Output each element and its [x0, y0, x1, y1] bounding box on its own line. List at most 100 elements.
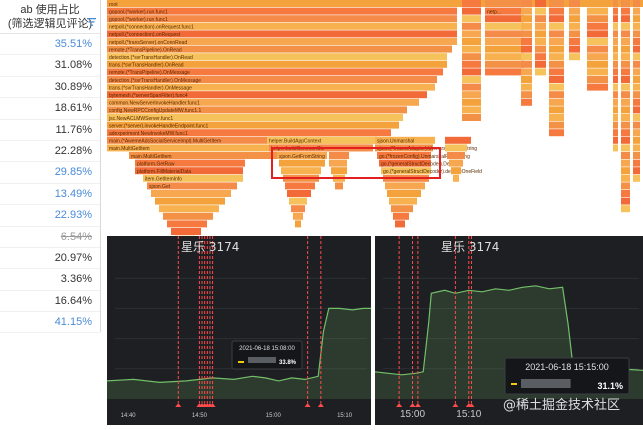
flame-frame[interactable] [587, 84, 608, 91]
flame-frame[interactable] [569, 8, 580, 15]
flame-frame[interactable] [521, 68, 532, 75]
flame-frame[interactable] [621, 144, 630, 151]
flame-frame[interactable] [613, 8, 618, 15]
flame-frame[interactable] [462, 30, 481, 37]
flame-frame[interactable] [549, 68, 564, 75]
flame-frame[interactable] [535, 38, 546, 45]
flame-frame[interactable] [535, 8, 546, 15]
flame-frame[interactable] [621, 76, 630, 83]
flame-frame[interactable] [587, 38, 608, 45]
flame-frame[interactable]: platform.FillMaterialData [135, 167, 243, 175]
flame-frame[interactable] [633, 91, 640, 98]
flame-frame[interactable] [613, 53, 618, 60]
flame-frame[interactable] [621, 68, 630, 75]
flame-frame[interactable] [621, 0, 630, 7]
flame-frame[interactable] [621, 53, 630, 60]
flame-frame[interactable] [171, 228, 201, 235]
flame-frame[interactable] [485, 61, 524, 68]
flame-frame[interactable] [521, 46, 532, 53]
flame-frame[interactable] [633, 76, 640, 83]
flame-frame[interactable] [569, 38, 580, 45]
flame-frame[interactable] [613, 15, 618, 22]
flame-frame[interactable] [621, 198, 630, 205]
flame-frame[interactable] [587, 0, 608, 7]
flame-frame[interactable] [621, 46, 630, 53]
flame-frame[interactable] [485, 23, 524, 30]
flame-frame[interactable] [289, 198, 307, 205]
flame-frame[interactable] [279, 160, 325, 167]
flame-frame[interactable] [295, 220, 301, 227]
flame-frame[interactable]: gopool.(*worker).run.func1 [107, 15, 457, 23]
flame-frame[interactable]: detection.(*svrTransHandler).OnMessage [107, 76, 437, 84]
flame-frame[interactable] [549, 8, 564, 15]
flame-frame[interactable] [621, 167, 630, 174]
flame-frame[interactable] [549, 61, 564, 68]
flame-frame[interactable] [535, 23, 546, 30]
flame-frame[interactable] [613, 144, 618, 151]
flame-frame[interactable] [633, 129, 640, 136]
flame-frame[interactable]: server.(*server).invokeHandleEndpoint.fu… [107, 122, 399, 130]
flame-frame[interactable] [621, 129, 630, 136]
flame-frame[interactable]: netpoll.(*transServer).onConnRead [107, 38, 457, 46]
flame-frame[interactable]: trans.(*svrTransHandler).OnRead [107, 61, 447, 69]
flame-frame[interactable] [462, 53, 481, 60]
flame-frame[interactable] [462, 91, 481, 98]
flame-frame[interactable] [485, 38, 524, 45]
flame-frame[interactable] [462, 84, 481, 91]
flame-frame[interactable] [633, 144, 640, 151]
flame-frame[interactable] [613, 129, 618, 136]
flame-frame[interactable] [462, 106, 481, 113]
flame-frame[interactable] [613, 30, 618, 37]
flame-frame[interactable] [549, 84, 564, 91]
flame-frame[interactable] [167, 220, 207, 227]
flame-frame[interactable] [387, 190, 421, 197]
flame-frame[interactable] [287, 190, 311, 197]
flame-frame[interactable] [385, 182, 425, 189]
flame-frame[interactable] [389, 198, 417, 205]
annotation-marker-icon[interactable] [396, 403, 402, 407]
flame-frame[interactable] [587, 15, 608, 22]
flame-frame[interactable]: bytemesh.(*serverSpanFilter).func4 [107, 91, 427, 99]
flame-frame[interactable] [485, 30, 524, 37]
flame-frame[interactable] [549, 0, 564, 7]
flame-frame[interactable] [621, 23, 630, 30]
flame-frame[interactable] [549, 15, 564, 22]
flame-frame[interactable] [535, 30, 546, 37]
flame-frame[interactable] [613, 106, 618, 113]
flame-frame[interactable] [462, 38, 481, 45]
flame-frame[interactable]: config.NewRPCConfigUpdateMW.func1.1 [107, 106, 407, 114]
flame-frame[interactable] [633, 84, 640, 91]
flame-frame[interactable] [621, 30, 630, 37]
flame-frame[interactable] [549, 99, 564, 106]
flame-frame[interactable] [485, 15, 524, 22]
flame-frame[interactable] [521, 15, 532, 22]
annotation-marker-icon[interactable] [175, 403, 181, 407]
flame-frame[interactable] [549, 91, 564, 98]
flame-frame[interactable] [151, 190, 231, 197]
flame-frame[interactable] [633, 23, 640, 30]
flame-frame[interactable]: detection.(*svrTransHandler).OnRead [107, 53, 447, 61]
flame-frame[interactable] [293, 213, 303, 220]
flame-frame[interactable] [613, 122, 618, 129]
annotation-marker-icon[interactable] [452, 403, 458, 407]
flame-frame[interactable] [449, 160, 463, 167]
flame-frame[interactable] [549, 114, 564, 121]
flame-frame[interactable] [462, 23, 481, 30]
flame-frame[interactable]: netpoll.(*connection).onRequest [107, 30, 457, 38]
flame-frame[interactable] [587, 76, 608, 83]
flame-frame[interactable] [549, 46, 564, 53]
flame-frame[interactable] [633, 152, 640, 159]
flame-frame[interactable] [521, 38, 532, 45]
flame-frame[interactable] [285, 182, 315, 189]
flame-frame[interactable] [587, 68, 608, 75]
flame-frame[interactable] [633, 68, 640, 75]
flame-frame[interactable] [569, 30, 580, 37]
flame-frame[interactable] [521, 99, 532, 106]
flame-frame[interactable] [521, 8, 532, 15]
flame-frame[interactable] [549, 76, 564, 83]
flame-frame[interactable] [445, 144, 467, 151]
flame-frame[interactable]: gopool.(*worker).run.func1 [107, 8, 457, 16]
annotation-marker-icon[interactable] [410, 403, 416, 407]
flame-frame[interactable] [521, 91, 532, 98]
flame-frame[interactable] [613, 84, 618, 91]
